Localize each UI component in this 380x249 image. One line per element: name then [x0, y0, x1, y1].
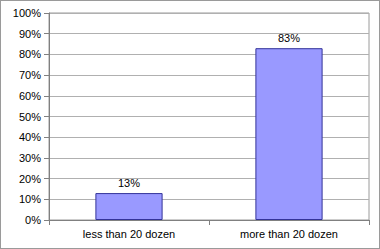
svg-text:83%: 83%	[278, 32, 300, 44]
svg-text:30%: 30%	[19, 152, 41, 164]
svg-text:70%: 70%	[19, 69, 41, 81]
svg-text:80%: 80%	[19, 48, 41, 60]
svg-text:more than 20 dozen: more than 20 dozen	[240, 228, 338, 240]
svg-text:90%: 90%	[19, 28, 41, 40]
svg-text:40%: 40%	[19, 131, 41, 143]
svg-text:13%: 13%	[118, 177, 140, 189]
svg-text:100%: 100%	[13, 7, 41, 19]
svg-text:50%: 50%	[19, 111, 41, 123]
svg-text:60%: 60%	[19, 90, 41, 102]
svg-text:0%: 0%	[25, 214, 41, 226]
svg-text:20%: 20%	[19, 173, 41, 185]
svg-text:10%: 10%	[19, 193, 41, 205]
svg-text:less than 20 dozen: less than 20 dozen	[83, 228, 175, 240]
